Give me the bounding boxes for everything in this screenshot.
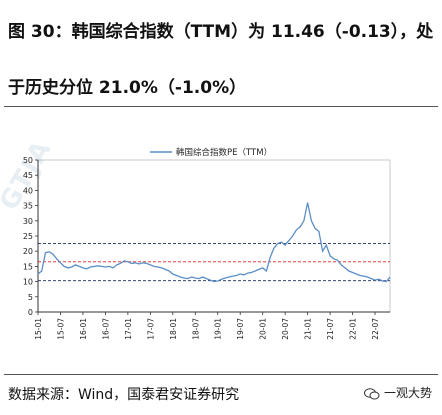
y-tick-label: 0	[28, 308, 33, 317]
plot-frame	[37, 159, 391, 313]
x-tick-label: 20-07	[281, 318, 290, 340]
watermark-text: 一观大势	[383, 386, 432, 400]
y-tick-label: 45	[23, 171, 33, 180]
x-tick-label: 17-01	[124, 318, 133, 340]
source-note: 数据来源：Wind，国泰君安证券研究	[8, 387, 240, 403]
x-tick-label: 22-07	[371, 318, 380, 340]
y-tick-label: 20	[23, 247, 33, 256]
x-tick-label: 18-07	[191, 318, 200, 340]
figure-title-line2: 于历史分位 21.0%（-1.0%）	[8, 78, 247, 98]
x-tick-label: 21-07	[326, 318, 335, 340]
pe-line-chart: 0 5 10 15 20 25 30 35 40 45 50 15-01 15-07 16-01 16-07…	[23, 147, 391, 340]
y-tick-label: 35	[23, 202, 33, 211]
x-tick-label: 17-07	[146, 318, 155, 340]
wechat-watermark: 一观大势	[363, 384, 432, 401]
wechat-icon	[363, 387, 380, 399]
y-tick-label: 5	[28, 293, 33, 302]
x-tick-label: 15-01	[34, 318, 43, 340]
x-tick-label: 19-01	[214, 318, 223, 340]
x-tick-label: 18-01	[169, 318, 178, 340]
x-tick-label: 19-07	[236, 318, 245, 340]
legend-label: 韩国综合指数PE（TTM）	[176, 147, 272, 158]
top-divider	[4, 106, 438, 107]
x-tick-label: 15-07	[56, 318, 65, 340]
x-tick-label: 16-01	[79, 318, 88, 340]
y-tick-label: 40	[23, 186, 33, 195]
chart-area: 0 5 10 15 20 25 30 35 40 45 50 15-01 15-07 16-01 16-07…	[0, 140, 442, 370]
y-tick-label: 15	[23, 262, 33, 271]
bottom-divider	[4, 374, 438, 375]
x-tick-label: 21-01	[304, 318, 313, 340]
x-tick-label: 22-01	[349, 318, 358, 340]
y-tick-label: 30	[23, 217, 33, 226]
y-tick-label: 50	[23, 156, 33, 165]
series-line-pe	[37, 202, 391, 283]
y-tick-label: 25	[23, 232, 33, 241]
y-tick-label: 10	[23, 278, 33, 287]
x-tick-label: 20-01	[259, 318, 268, 340]
figure-title-line1: 图 30：韩国综合指数（TTM）为 11.46（-0.13），处	[8, 22, 434, 42]
x-tick-label: 16-07	[101, 318, 110, 340]
